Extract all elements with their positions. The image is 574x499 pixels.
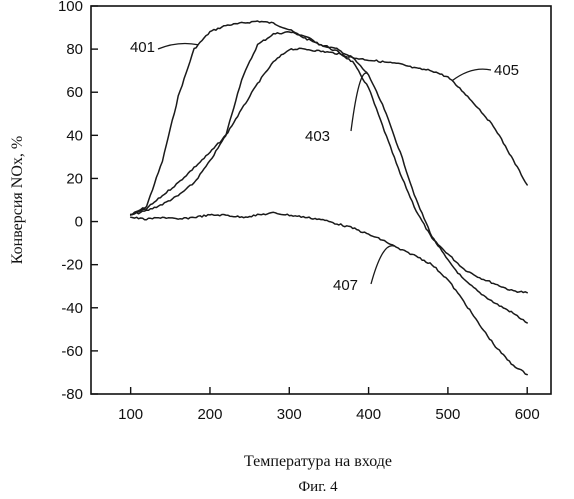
x-tick-label: 100 xyxy=(118,406,143,423)
plot-frame xyxy=(91,6,551,394)
x-tick-label: 500 xyxy=(435,406,460,423)
figure-caption: Фиг. 4 xyxy=(298,479,338,495)
x-tick-label: 600 xyxy=(515,406,540,423)
y-tick-label: -40 xyxy=(61,300,83,317)
series-line-401 xyxy=(131,21,528,293)
annotations: 401 405 403 407 xyxy=(130,39,519,294)
y-tick-label: 40 xyxy=(66,127,83,144)
y-tick-label: -80 xyxy=(61,386,83,403)
y-tick-label: 60 xyxy=(66,84,83,101)
x-tick-label: 200 xyxy=(197,406,222,423)
x-tick-label: 300 xyxy=(277,406,302,423)
annotation-label: 401 xyxy=(130,39,155,56)
series-line-403 xyxy=(131,32,528,323)
x-axis-label: Температура на входе xyxy=(244,453,392,470)
annotation-label: 403 xyxy=(305,128,330,145)
annotation-leader xyxy=(452,69,491,81)
y-axis-label: Конверсия NOx, % xyxy=(9,136,26,264)
y-tick-label: 0 xyxy=(75,214,83,231)
annotation-leader xyxy=(158,43,198,49)
x-axis: 100 200 300 400 500 600 xyxy=(118,387,540,423)
y-tick-label: 20 xyxy=(66,170,83,187)
x-tick-label: 400 xyxy=(356,406,381,423)
annotation-label: 405 xyxy=(494,62,519,79)
y-tick-label: 100 xyxy=(58,0,83,15)
annotation-label: 407 xyxy=(333,277,358,294)
y-axis: 100 80 60 40 20 0 -20 -40 -60 -80 xyxy=(58,0,98,403)
series-line-407 xyxy=(131,212,528,374)
y-tick-label: -60 xyxy=(61,343,83,360)
series-lines xyxy=(131,21,528,375)
y-tick-label: -20 xyxy=(61,257,83,274)
annotation-leader xyxy=(371,246,394,284)
y-tick-label: 80 xyxy=(66,41,83,58)
